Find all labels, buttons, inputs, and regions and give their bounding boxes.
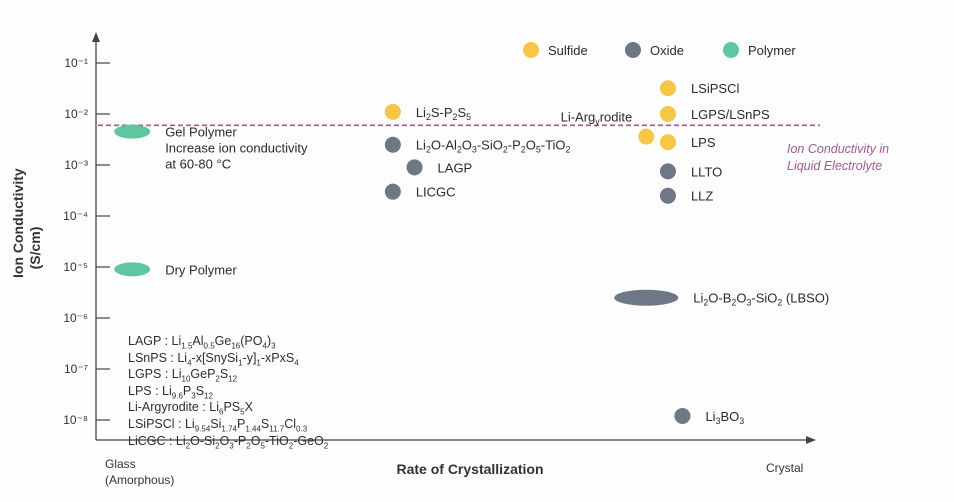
reference-line: Ion Conductivity in Liquid Electrolyte (98, 124, 889, 173)
legend-marker-oxide (625, 42, 641, 58)
reference-line-label: Liquid Electrolyte (787, 159, 882, 173)
x-axis-right-label: Crystal (766, 461, 803, 475)
point-dry-polymer (114, 262, 151, 277)
y-tick-label: 10⁻⁵ (63, 260, 88, 274)
y-tick-label: 10⁻⁶ (63, 311, 88, 325)
legend-label-oxide: Oxide (650, 43, 684, 58)
y-ticks: 10⁻¹ 10⁻² 10⁻³ 10⁻⁴ 10⁻⁵ 10⁻⁶ 10⁻⁷ 10⁻⁸ (63, 56, 110, 427)
abbreviation-item: LiCGC : Li2O-Si2O3-P2O5-TiO2-GeO2 (128, 433, 329, 451)
point-gel-polymer (114, 124, 151, 139)
label-li2o-al2o3-sio2-p2o5-tio2: Li2​O-Al2​O3​-SiO2​-P2​O5​-TiO2​ (416, 138, 571, 155)
label-llto: LLTO (691, 164, 722, 179)
label-gel-polymer: Gel Polymer (165, 125, 237, 140)
axes (92, 32, 816, 444)
point-li-argyrodite (638, 128, 655, 145)
y-tick-label: 10⁻⁷ (64, 362, 88, 376)
label-lagp: LAGP (438, 160, 473, 175)
x-axis-arrow (806, 436, 816, 444)
point-licgc (384, 183, 401, 200)
point-llto (659, 163, 676, 180)
point-llz (659, 187, 676, 204)
y-axis-unit: (S/cm) (27, 226, 43, 270)
point-lps (659, 134, 676, 151)
x-axis-left-sublabel: (Amorphous) (105, 473, 174, 487)
y-axis-title: Ion Conductivity (10, 168, 26, 278)
point-lsipscl (659, 80, 676, 97)
label-li2o-b2o3-sio2-lbso: Li2​O-B2​O3​-SiO2​ (LBSO) (693, 291, 829, 308)
label-li-argyrodite: Li-Argy​rodite (561, 110, 633, 127)
label-dry-polymer: Dry Polymer (165, 262, 237, 277)
point-lagp (406, 159, 423, 176)
point-li3bo3 (674, 407, 691, 424)
label-li3bo3: Li3​BO3​ (705, 409, 744, 426)
abbreviation-item: Li-Argyrodite : Li6PS5X (128, 400, 253, 417)
y-axis-label: Ion Conductivity (S/cm) (10, 168, 44, 278)
y-axis-arrow (92, 32, 100, 42)
y-tick-label: 10⁻¹ (64, 56, 88, 70)
abbreviation-item: LPS : Li9.6P3S12 (128, 383, 213, 401)
reference-line-label: Ion Conductivity in (787, 142, 889, 156)
abbreviation-item: LSiPSCl : Li9.54Si1.74P1.44S11.7Cl0.3 (128, 416, 308, 434)
point-li2s-p2s5 (384, 103, 401, 120)
x-axis-labels: Rate of Crystallization Glass (Amorphous) C… (105, 457, 803, 487)
legend-marker-sulfide (523, 42, 539, 58)
abbreviation-item: LGPS : Li10GeP2S12 (128, 367, 238, 384)
point-li2o-b2o3-sio2-lbso (614, 289, 679, 306)
abbreviation-item: LSnPS : Li4-x[SnySi1-y]1-xPxS4 (128, 350, 299, 368)
label-gel-polymer: at 60-80 °C (165, 157, 231, 172)
abbreviation-list: LAGP : Li1.5Al0.5Ge16(PO4)3 LSnPS : Li4-x… (128, 333, 329, 451)
legend: Sulfide Oxide Polymer (523, 42, 796, 58)
label-gel-polymer: Increase ion conductivity (165, 141, 308, 156)
y-tick-label: 10⁻⁸ (63, 413, 88, 427)
point-lgps-lsnps (659, 106, 676, 122)
abbreviation-item: LAGP : Li1.5Al0.5Ge16(PO4)3 (128, 334, 276, 351)
y-tick-label: 10⁻³ (64, 158, 88, 172)
label-li2s-p2s5: Li2​S-P2​S5​ (416, 105, 471, 122)
data-points (114, 80, 691, 424)
label-llz: LLZ (691, 189, 713, 204)
label-lsipscl: LSiPSCl (691, 81, 740, 96)
label-lps: LPS (691, 135, 716, 150)
point-li2o-al2o3-sio2-p2o5-tio2 (384, 136, 401, 153)
label-licgc: LICGC (416, 185, 456, 200)
y-tick-label: 10⁻² (64, 107, 88, 121)
x-axis-title: Rate of Crystallization (396, 461, 543, 477)
legend-label-polymer: Polymer (748, 43, 796, 58)
x-axis-left-label: Glass (105, 457, 136, 471)
y-tick-label: 10⁻⁴ (63, 209, 88, 223)
legend-marker-polymer (723, 42, 739, 58)
label-lgps-lsnps: LGPS/LSnPS (691, 107, 770, 122)
legend-label-sulfide: Sulfide (548, 43, 588, 58)
